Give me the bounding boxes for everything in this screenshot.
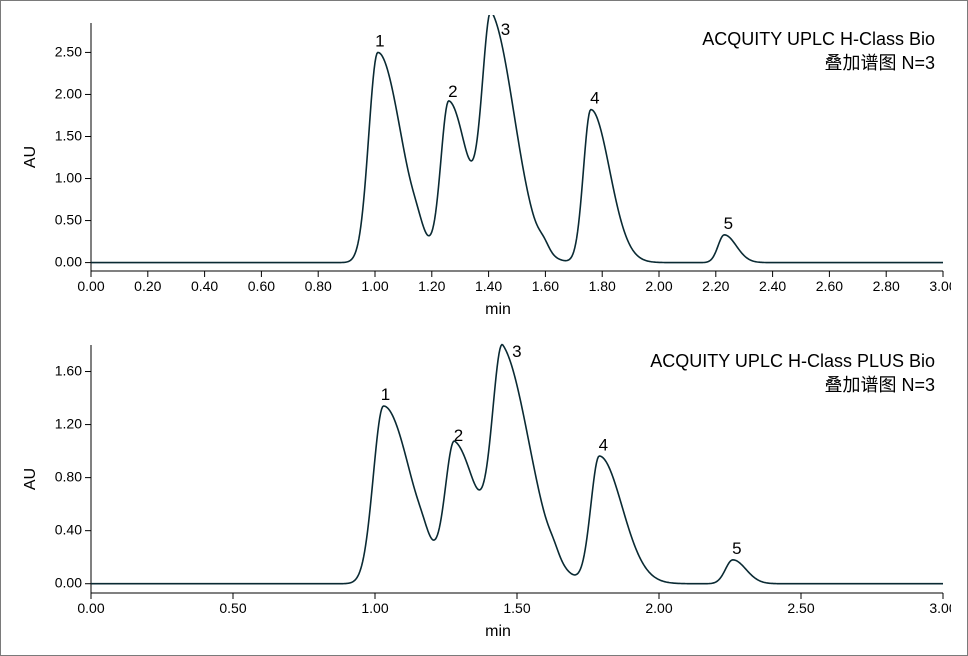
xtick-label-top: 2.80 xyxy=(873,278,900,294)
peak-label-bottom-1: 1 xyxy=(381,385,390,404)
peak-label-top-1: 1 xyxy=(375,31,384,50)
xtick-label-top: 2.40 xyxy=(759,278,786,294)
xtick-label-bottom: 0.00 xyxy=(77,600,104,616)
plot-row-top: AU 0.000.501.001.502.002.500.000.200.400… xyxy=(17,15,951,299)
xtick-label-bottom: 1.50 xyxy=(503,600,530,616)
ytick-label-bottom: 0.00 xyxy=(55,575,82,591)
ytick-label-top: 0.00 xyxy=(55,254,82,270)
xtick-label-top: 1.80 xyxy=(589,278,616,294)
xtick-label-top: 2.00 xyxy=(645,278,672,294)
xtick-label-top: 1.00 xyxy=(361,278,388,294)
ytick-label-top: 1.00 xyxy=(55,170,82,186)
ytick-label-bottom: 1.60 xyxy=(55,363,82,379)
xtick-label-bottom: 2.00 xyxy=(645,600,672,616)
chromatogram-trace-bottom xyxy=(91,345,943,584)
chromatogram-trace-top xyxy=(91,15,943,263)
xtick-label-top: 1.20 xyxy=(418,278,445,294)
ylabel-top: AU xyxy=(17,15,45,299)
ytick-label-bottom: 0.80 xyxy=(55,469,82,485)
ylabel-text-top: AU xyxy=(22,146,40,168)
peak-label-top-4: 4 xyxy=(590,89,599,108)
ytick-label-top: 0.50 xyxy=(55,212,82,228)
xtick-label-bottom: 1.00 xyxy=(361,600,388,616)
ytick-label-top: 2.00 xyxy=(55,85,82,101)
peak-label-bottom-2: 2 xyxy=(454,426,463,445)
xtick-label-top: 2.20 xyxy=(702,278,729,294)
peak-label-top-3: 3 xyxy=(501,20,510,39)
xtick-label-top: 1.60 xyxy=(532,278,559,294)
xtick-label-bottom: 0.50 xyxy=(219,600,246,616)
xtick-label-top: 0.60 xyxy=(248,278,275,294)
peak-label-top-5: 5 xyxy=(724,214,733,233)
chromatogram-svg-top: 0.00 0.50 1.00 1.50 2.00 2.50 0.00 0.20 0.40 0.60… xyxy=(45,15,951,299)
panel-top: AU 0.000.501.001.502.002.500.000.200.400… xyxy=(17,15,951,319)
peak-label-bottom-3: 3 xyxy=(512,342,521,361)
ylabel-bottom: AU xyxy=(17,337,45,621)
xtick-label-top: 2.60 xyxy=(816,278,843,294)
panel-bottom: AU 0.00 0.40 0.80 1.20 1.60 0.00 0.50 1.00 1.50 2… xyxy=(17,337,951,641)
xtick-label-bottom: 3.00 xyxy=(929,600,951,616)
peak-label-bottom-4: 4 xyxy=(599,435,608,454)
plot-area-bottom: 0.00 0.40 0.80 1.20 1.60 0.00 0.50 1.00 1.50 2.00… xyxy=(45,337,951,621)
ytick-label-top: 1.50 xyxy=(55,127,82,143)
xtick-label-top: 3.00 xyxy=(929,278,951,294)
peak-label-bottom-5: 5 xyxy=(732,539,741,558)
xtick-label-top: 0.80 xyxy=(305,278,332,294)
ytick-label-bottom: 0.40 xyxy=(55,522,82,538)
xtick-label-bottom: 2.50 xyxy=(787,600,814,616)
ylabel-text-bottom: AU xyxy=(22,468,40,490)
xtick-label-top: 0.20 xyxy=(134,278,161,294)
ytick-label-top: 2.50 xyxy=(55,43,82,59)
figure-frame: AU 0.000.501.001.502.002.500.000.200.400… xyxy=(0,0,968,656)
plot-row-bottom: AU 0.00 0.40 0.80 1.20 1.60 0.00 0.50 1.00 1.50 2… xyxy=(17,337,951,621)
chromatogram-svg-bottom: 0.00 0.40 0.80 1.20 1.60 0.00 0.50 1.00 1.50 2.00… xyxy=(45,337,951,621)
ytick-label-bottom: 1.20 xyxy=(55,416,82,432)
xtick-label-top: 0.00 xyxy=(77,278,104,294)
plot-area-top: 0.00 0.50 1.00 1.50 2.00 2.50 0.00 0.20 0.40 0.60… xyxy=(45,15,951,299)
xtick-label-top: 0.40 xyxy=(191,278,218,294)
peak-label-top-2: 2 xyxy=(448,82,457,101)
xlabel-top: min xyxy=(45,301,951,319)
xtick-label-top: 1.40 xyxy=(475,278,502,294)
xlabel-bottom: min xyxy=(45,623,951,641)
